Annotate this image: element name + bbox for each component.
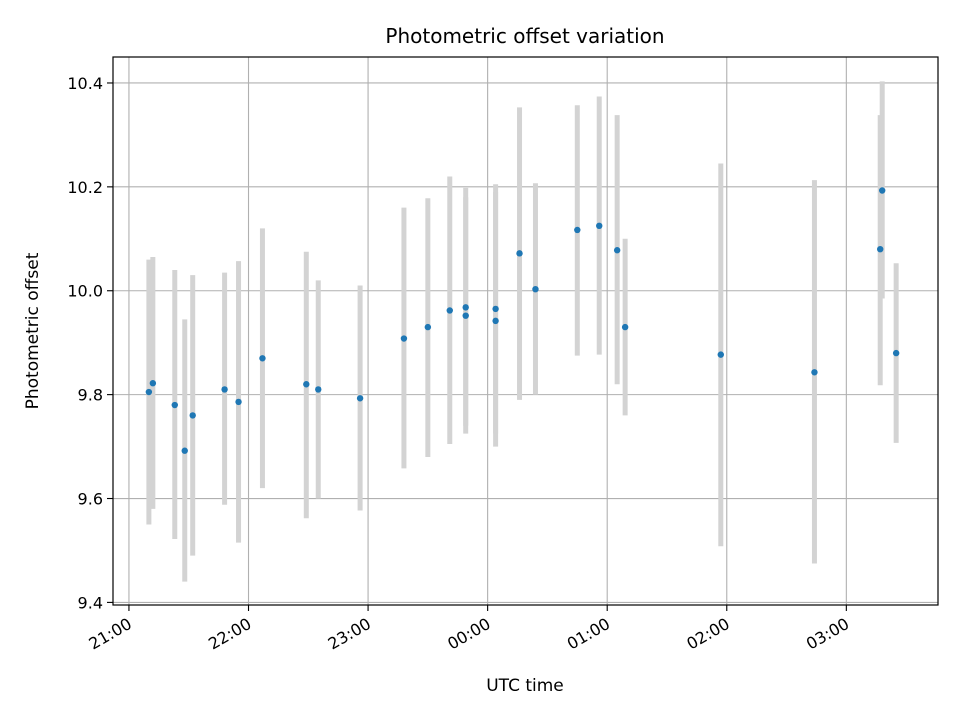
y-axis-label: Photometric offset — [23, 252, 43, 409]
data-point — [717, 351, 724, 358]
data-point — [400, 335, 408, 342]
x-axis-label: UTC time — [486, 676, 564, 696]
data-point — [221, 386, 228, 393]
data-point — [145, 388, 153, 396]
data-point — [462, 304, 469, 311]
y-tick-label: 10.2 — [67, 178, 103, 197]
data-point — [879, 187, 886, 194]
data-point — [356, 395, 364, 402]
data-point — [462, 312, 469, 319]
data-point — [149, 380, 157, 387]
data-point — [446, 307, 453, 314]
data-point — [171, 401, 178, 409]
y-axis-ticks: 9.4 9.6 9.8 10.0 10.2 10.4 — [67, 74, 113, 612]
data-point — [235, 398, 242, 406]
data-point — [621, 323, 629, 331]
data-point — [259, 355, 266, 362]
data-point — [424, 323, 432, 331]
y-tick-label: 9.6 — [78, 490, 103, 509]
data-point — [492, 305, 499, 313]
y-tick-label: 9.4 — [78, 593, 103, 612]
data-points — [145, 187, 900, 454]
plot-frame — [112, 56, 939, 606]
y-tick-label: 9.8 — [78, 386, 103, 405]
data-point — [181, 447, 188, 454]
data-point — [532, 285, 539, 293]
data-point — [892, 349, 900, 357]
data-point — [811, 369, 818, 376]
data-point — [189, 412, 196, 419]
data-point — [877, 245, 884, 253]
y-tick-label: 10.0 — [67, 282, 103, 301]
data-point — [303, 381, 310, 388]
data-point — [315, 386, 322, 393]
y-tick-label: 10.4 — [67, 74, 103, 93]
data-point — [492, 317, 499, 325]
data-point — [596, 222, 603, 230]
data-point — [613, 247, 621, 254]
data-point — [574, 226, 581, 234]
chart-title: Photometric offset variation — [385, 24, 664, 48]
data-point — [516, 250, 523, 257]
grid-lines — [113, 57, 938, 605]
